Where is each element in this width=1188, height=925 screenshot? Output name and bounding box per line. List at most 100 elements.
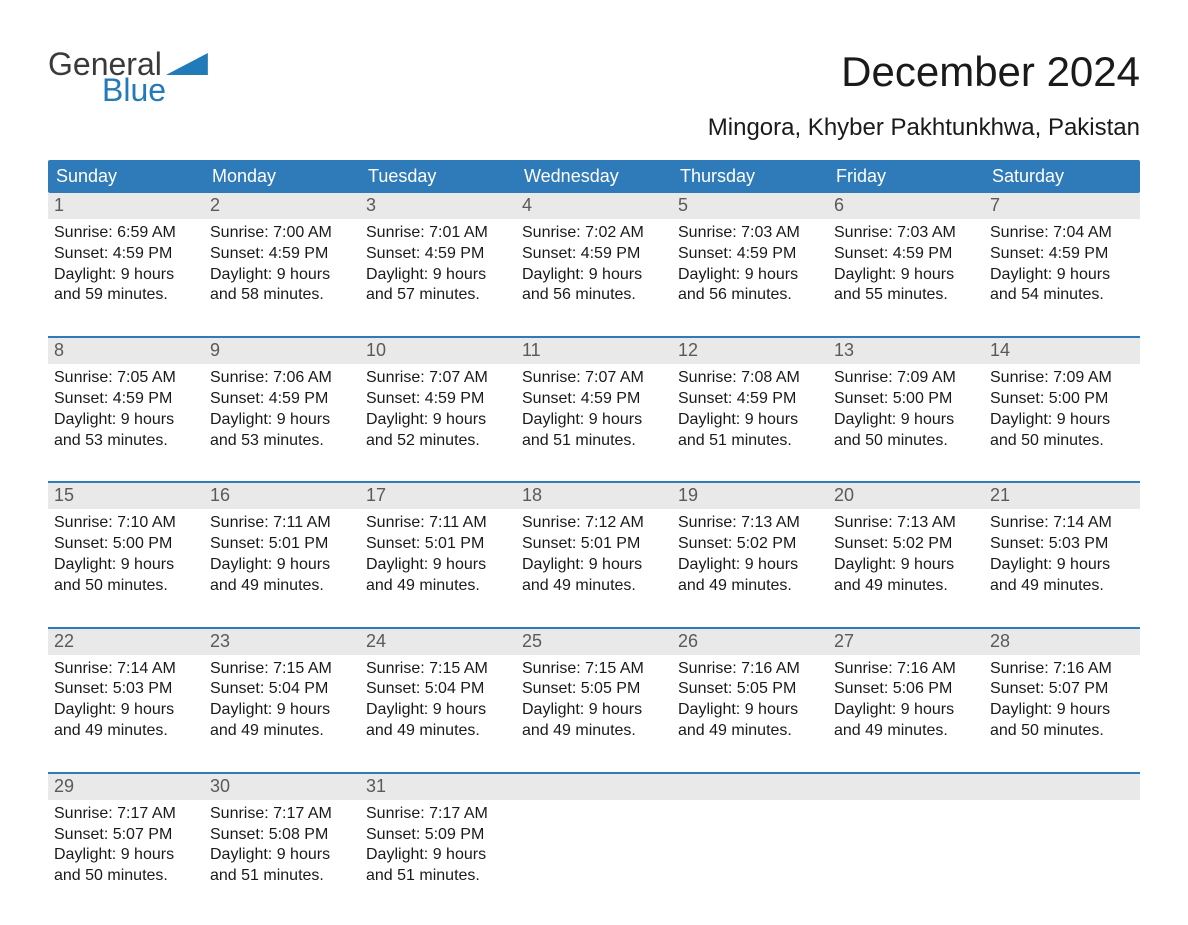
day-number: 11 [516,338,672,364]
day-d1: Daylight: 9 hours [54,555,198,576]
day-sunset: Sunset: 4:59 PM [54,389,198,410]
day-number: 28 [984,629,1140,655]
day-d1: Daylight: 9 hours [834,700,978,721]
day-d1: Daylight: 9 hours [678,555,822,576]
day-number: 10 [360,338,516,364]
day-cell [984,800,1140,893]
day-sunrise: Sunrise: 7:17 AM [54,804,198,825]
day-sunrise: Sunrise: 7:15 AM [210,659,354,680]
day-cell: Sunrise: 7:10 AMSunset: 5:00 PMDaylight:… [48,509,204,602]
day-cell: Sunrise: 7:03 AMSunset: 4:59 PMDaylight:… [672,219,828,312]
day-sunrise: Sunrise: 7:11 AM [210,513,354,534]
day-number: 15 [48,483,204,509]
day-d2: and 51 minutes. [366,866,510,887]
day-sunset: Sunset: 5:00 PM [834,389,978,410]
dow-friday: Friday [828,160,984,193]
day-d1: Daylight: 9 hours [54,700,198,721]
day-sunset: Sunset: 4:59 PM [54,244,198,265]
day-cell: Sunrise: 7:15 AMSunset: 5:04 PMDaylight:… [204,655,360,748]
day-number: 24 [360,629,516,655]
dow-monday: Monday [204,160,360,193]
day-number: 20 [828,483,984,509]
day-cells-row: Sunrise: 7:10 AMSunset: 5:00 PMDaylight:… [48,509,1140,602]
day-d2: and 49 minutes. [54,721,198,742]
day-sunset: Sunset: 4:59 PM [210,244,354,265]
dow-saturday: Saturday [984,160,1140,193]
week-block: 1234567Sunrise: 6:59 AMSunset: 4:59 PMDa… [48,193,1140,312]
page-title: December 2024 [708,48,1140,96]
day-cell: Sunrise: 7:13 AMSunset: 5:02 PMDaylight:… [672,509,828,602]
day-d1: Daylight: 9 hours [366,555,510,576]
day-d1: Daylight: 9 hours [366,700,510,721]
day-number: 23 [204,629,360,655]
day-number: 17 [360,483,516,509]
day-d1: Daylight: 9 hours [54,845,198,866]
day-number-row: 293031 [48,774,1140,800]
day-number: 9 [204,338,360,364]
location-subtitle: Mingora, Khyber Pakhtunkhwa, Pakistan [708,114,1140,142]
day-sunrise: Sunrise: 7:05 AM [54,368,198,389]
day-sunrise: Sunrise: 7:14 AM [54,659,198,680]
day-cell: Sunrise: 7:17 AMSunset: 5:08 PMDaylight:… [204,800,360,893]
day-sunset: Sunset: 5:01 PM [210,534,354,555]
day-cell: Sunrise: 7:16 AMSunset: 5:05 PMDaylight:… [672,655,828,748]
day-sunrise: Sunrise: 7:15 AM [366,659,510,680]
day-d2: and 50 minutes. [990,431,1134,452]
day-cell: Sunrise: 7:03 AMSunset: 4:59 PMDaylight:… [828,219,984,312]
day-cell: Sunrise: 7:16 AMSunset: 5:07 PMDaylight:… [984,655,1140,748]
day-cell: Sunrise: 7:09 AMSunset: 5:00 PMDaylight:… [984,364,1140,457]
day-d2: and 49 minutes. [834,576,978,597]
day-cell [672,800,828,893]
day-d2: and 49 minutes. [522,721,666,742]
day-d2: and 49 minutes. [678,721,822,742]
day-cells-row: Sunrise: 6:59 AMSunset: 4:59 PMDaylight:… [48,219,1140,312]
day-number: 3 [360,193,516,219]
day-number: 4 [516,193,672,219]
day-d1: Daylight: 9 hours [522,700,666,721]
week-block: 293031Sunrise: 7:17 AMSunset: 5:07 PMDay… [48,772,1140,893]
day-cell: Sunrise: 7:11 AMSunset: 5:01 PMDaylight:… [204,509,360,602]
day-number: 21 [984,483,1140,509]
day-number: 26 [672,629,828,655]
day-number: 1 [48,193,204,219]
day-sunrise: Sunrise: 7:07 AM [366,368,510,389]
day-number-row: 1234567 [48,193,1140,219]
day-sunset: Sunset: 4:59 PM [834,244,978,265]
day-cell: Sunrise: 7:06 AMSunset: 4:59 PMDaylight:… [204,364,360,457]
calendar: Sunday Monday Tuesday Wednesday Thursday… [48,160,1140,893]
day-cell [828,800,984,893]
day-sunset: Sunset: 4:59 PM [366,244,510,265]
day-d2: and 49 minutes. [522,576,666,597]
day-d1: Daylight: 9 hours [54,265,198,286]
day-d2: and 50 minutes. [990,721,1134,742]
day-d2: and 51 minutes. [210,866,354,887]
day-sunrise: Sunrise: 7:13 AM [678,513,822,534]
day-sunrise: Sunrise: 7:17 AM [366,804,510,825]
day-d2: and 50 minutes. [834,431,978,452]
day-d1: Daylight: 9 hours [990,265,1134,286]
logo: General Blue [48,48,208,106]
day-sunrise: Sunrise: 7:03 AM [834,223,978,244]
day-sunrise: Sunrise: 7:09 AM [990,368,1134,389]
day-number: 13 [828,338,984,364]
day-sunrise: Sunrise: 7:09 AM [834,368,978,389]
day-d2: and 50 minutes. [54,576,198,597]
day-d1: Daylight: 9 hours [366,410,510,431]
day-number: 30 [204,774,360,800]
day-sunrise: Sunrise: 7:03 AM [678,223,822,244]
day-sunset: Sunset: 4:59 PM [522,244,666,265]
day-d2: and 51 minutes. [522,431,666,452]
day-sunrise: Sunrise: 7:04 AM [990,223,1134,244]
day-d1: Daylight: 9 hours [210,845,354,866]
day-cell: Sunrise: 7:14 AMSunset: 5:03 PMDaylight:… [48,655,204,748]
week-block: 891011121314Sunrise: 7:05 AMSunset: 4:59… [48,336,1140,457]
day-number: 7 [984,193,1140,219]
day-number: 22 [48,629,204,655]
day-number [516,774,672,800]
day-d1: Daylight: 9 hours [210,265,354,286]
day-d2: and 49 minutes. [210,721,354,742]
day-number: 27 [828,629,984,655]
day-sunrise: Sunrise: 7:01 AM [366,223,510,244]
day-d2: and 53 minutes. [210,431,354,452]
day-d1: Daylight: 9 hours [678,700,822,721]
